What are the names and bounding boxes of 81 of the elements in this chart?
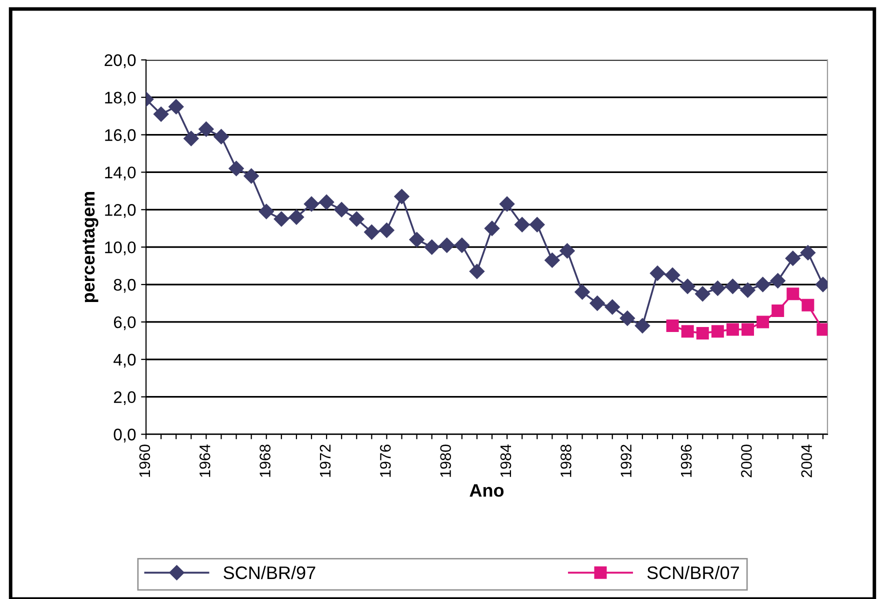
y-tick-label: 8,0 [114, 278, 136, 293]
point [785, 250, 800, 266]
legend-label: SCN/BR/07 [647, 566, 739, 580]
point [711, 325, 724, 338]
point [424, 240, 440, 255]
point [454, 238, 470, 253]
y-tick-label: 10,0 [105, 241, 136, 256]
point [710, 280, 726, 296]
point [560, 243, 575, 258]
point [168, 99, 184, 114]
y-tick-label: 6,0 [114, 316, 136, 330]
x-tick-label: 2000 [741, 444, 752, 478]
point [439, 238, 454, 253]
point [304, 196, 320, 212]
point [198, 122, 214, 137]
y-tick-label: 12,0 [105, 204, 136, 218]
y-tick-label: 2,0 [114, 391, 136, 406]
point [484, 220, 500, 236]
point [274, 211, 289, 227]
legend-label: SCN/BR/97 [224, 566, 316, 580]
point [288, 210, 304, 225]
point [725, 278, 740, 294]
x-tick-label: 1968 [260, 444, 270, 477]
point [740, 282, 756, 298]
y-tick-label: 0,0 [114, 428, 136, 442]
x-tick-label: 2004 [801, 444, 812, 478]
point [228, 160, 244, 176]
point [664, 268, 680, 283]
point [590, 296, 605, 311]
point [726, 323, 739, 336]
point [214, 129, 229, 144]
point [634, 318, 650, 334]
x-tick-label: 1996 [680, 444, 692, 477]
x-tick-label: 1972 [320, 444, 331, 477]
point [349, 211, 364, 227]
y-tick-label: 20,0 [104, 54, 136, 68]
y-axis-title: percentagem [82, 192, 98, 302]
point [800, 245, 816, 260]
point [574, 284, 590, 300]
x-tick-label: 1992 [620, 444, 632, 477]
point [681, 325, 694, 338]
y-tick-label: 4,0 [114, 354, 136, 368]
point [258, 204, 274, 220]
point [756, 316, 770, 328]
point [364, 224, 380, 240]
x-tick-label: 1960 [139, 444, 150, 477]
point [514, 217, 530, 232]
point [620, 310, 635, 326]
point [530, 217, 545, 232]
point [184, 130, 199, 146]
y-tick-label: 18,0 [105, 92, 136, 106]
x-tick-label: 1980 [440, 444, 451, 477]
point [786, 288, 800, 300]
point [334, 202, 350, 218]
point [379, 222, 394, 238]
point [755, 276, 770, 292]
point [770, 273, 786, 288]
point [604, 299, 620, 315]
point [666, 319, 679, 332]
point [244, 168, 259, 184]
point [394, 188, 410, 204]
point [650, 266, 666, 281]
point [741, 323, 754, 336]
point [772, 304, 784, 317]
point [802, 298, 814, 312]
point [695, 286, 710, 302]
point [696, 326, 709, 340]
point [318, 194, 334, 210]
point [680, 278, 696, 294]
point [499, 196, 515, 212]
point [154, 106, 169, 122]
x-tick-label: 1964 [199, 444, 210, 477]
x-tick-label: 1984 [500, 444, 512, 477]
x-axis-title: Ano [470, 484, 504, 497]
x-tick-label: 1976 [380, 444, 391, 477]
point [409, 232, 424, 248]
point [469, 264, 485, 279]
y-tick-label: 14,0 [105, 166, 136, 180]
y-tick-label: 16,0 [105, 129, 136, 143]
x-tick-label: 1988 [560, 444, 572, 477]
point [544, 252, 560, 268]
